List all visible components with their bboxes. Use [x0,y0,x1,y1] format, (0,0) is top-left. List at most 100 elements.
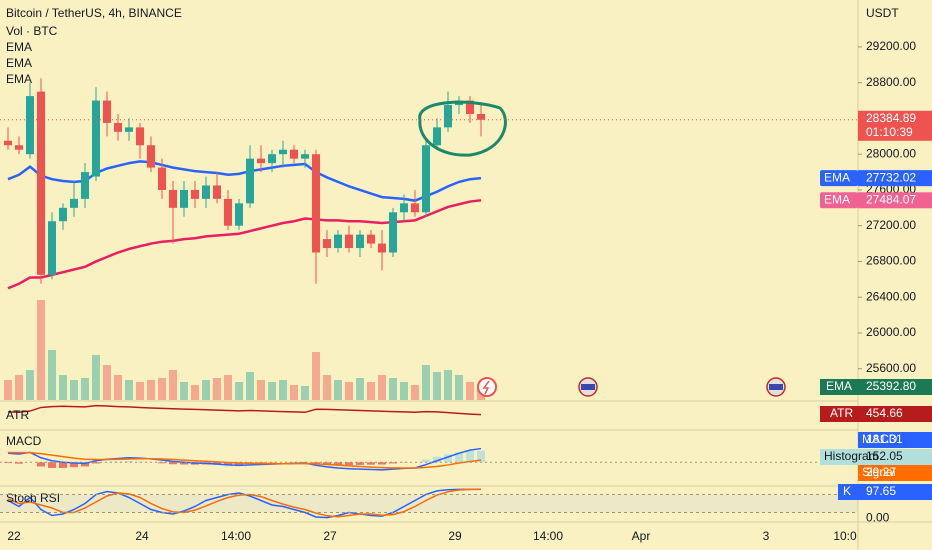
candle-body [136,127,144,146]
candle-body [48,221,56,275]
price-badge-text: EMA [824,192,850,206]
currency-label: USDT [866,6,899,20]
candle-body [323,239,331,249]
x-tick-label: 14:00 [533,529,563,543]
histogram-bar [37,462,45,467]
x-tick-label: 3 [763,529,770,543]
pane-label: ATR [6,408,29,422]
candle-body [356,234,364,249]
macd-badge-value: 181.31 [866,432,903,446]
volume-bar [400,382,408,400]
y-tick-label: 28000.00 [866,146,916,160]
histogram-badge-label: Histogram [824,449,879,463]
legend-entry: EMA [6,40,32,54]
ema-line [7,160,482,202]
legend-entry: EMA [6,56,32,70]
candle-body [81,172,89,199]
candle-body [235,203,243,226]
volume-bar [246,372,254,400]
atr-badge-label: ATR [830,406,853,420]
pane-label: MACD [6,434,42,448]
atr-line [7,404,482,416]
signal-line [7,451,482,469]
histogram-bar [477,450,485,463]
volume-bar [334,380,342,400]
candle-body [70,198,78,208]
volume-bar [180,382,188,400]
ema-line [7,199,482,290]
macd-badge-label: MACD [862,432,898,446]
x-tick-label: 14:00 [221,529,251,543]
volume-bar [59,375,67,400]
x-tick-label: 29 [448,529,462,543]
candle-body [400,203,408,213]
candle-body [125,127,133,132]
volume-bar [147,380,155,400]
flag-stripe [581,384,595,390]
y-tick-label: 26800.00 [866,254,916,268]
candle-body [213,185,221,199]
atr-badge [820,406,932,422]
price-badge [820,192,858,209]
volume-bar [444,370,452,400]
price-badge-value-bg [858,170,932,187]
histogram-bar [81,462,89,467]
histogram-bar [48,462,56,468]
volume-bar [356,378,364,400]
candle-body [103,100,111,123]
volume-bar [323,375,331,400]
candle-body [180,189,188,208]
candle-body [147,145,155,168]
histogram-badge [820,449,932,465]
k-badge-value: 97.65 [866,484,896,498]
price-badge [820,170,858,187]
histogram-bar [433,456,441,463]
candle-body [114,122,122,132]
volume-bar [411,385,419,400]
candle-body [477,113,485,120]
volume-bar [26,370,34,400]
histogram-bar [455,452,463,463]
candle-body [279,149,287,155]
volume-bar [367,382,375,400]
atr-badge-value: 454.66 [866,406,903,420]
volume-bar [224,375,232,400]
volume-bar [48,350,56,400]
volume-bar [81,378,89,400]
volume-bar [136,382,144,400]
candle-body [389,212,397,253]
chart-title: Bitcoin / TetherUS, 4h, BINANCE [6,6,182,20]
volume-bar [158,378,166,400]
candle-body [411,203,419,213]
volume-bar [15,375,23,400]
y-tick-label: 28800.00 [866,75,916,89]
signal-badge-label: Signal [862,465,895,479]
x-tick-label: Apr [632,529,651,543]
histogram-bar [114,461,122,463]
event-icon[interactable] [477,377,497,397]
histogram-bar [323,462,331,465]
histogram-bar [389,462,397,464]
volume-badge-value: 25392.80 [866,379,916,393]
candle-body [290,149,298,159]
volume-bar [389,378,397,400]
volume-bar [125,380,133,400]
histogram-bar [169,462,177,465]
histogram-bar [378,462,386,465]
histogram-bar [70,462,78,468]
volume-bar [268,382,276,400]
candle-body [257,158,265,164]
volume-bar [345,382,353,400]
histogram-bar [224,462,232,465]
y-tick-label: 25600.00 [866,361,916,375]
candle-body [202,185,210,199]
volume-bar [466,382,474,400]
histogram-bar [15,462,23,464]
legend-entry: Vol · BTC [6,24,58,38]
candle-body [15,145,23,150]
stoch-band [0,494,858,513]
k-badge-label: K [843,484,851,498]
volume-bar [4,380,12,400]
candle-body [433,127,441,146]
candle-body [422,145,430,213]
